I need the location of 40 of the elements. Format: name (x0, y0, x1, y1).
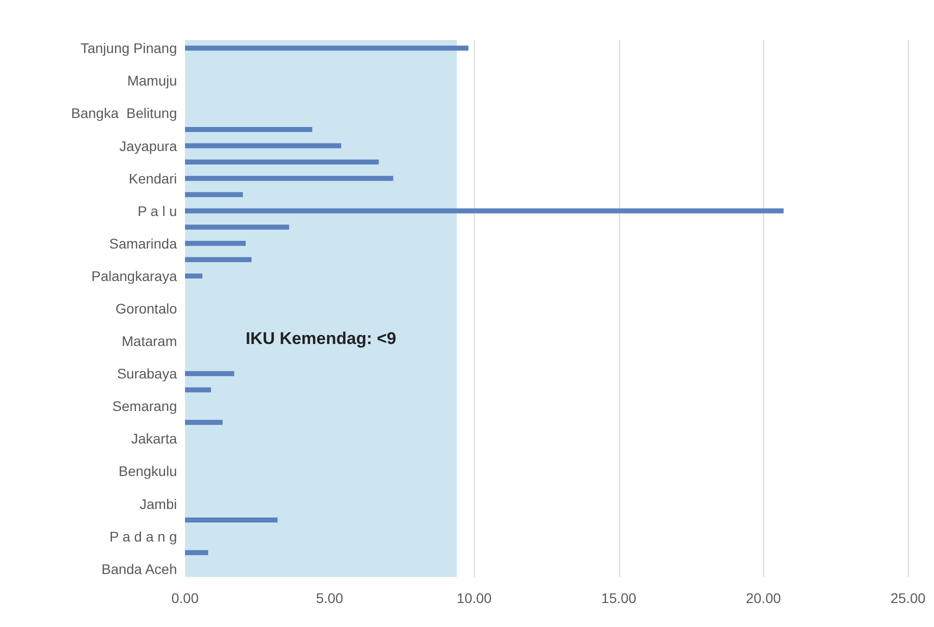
bar (185, 240, 246, 246)
y-tick-label: Tanjung Pinang (80, 40, 177, 56)
x-tick-label: 15.00 (601, 590, 637, 606)
y-tick-label: Samarinda (109, 235, 178, 252)
y-tick-label: P a l u (138, 202, 177, 219)
y-tick-label: Bengkulu (118, 463, 177, 480)
x-tick-label: 10.00 (456, 590, 492, 606)
y-tick-label: Mataram (122, 333, 177, 350)
x-tick-label: 25.00 (890, 590, 926, 606)
bar (185, 208, 784, 214)
bar (185, 371, 234, 376)
y-tick-label: Mamuju (127, 72, 177, 89)
x-tick-label: 5.00 (316, 590, 344, 606)
bar (185, 127, 312, 132)
band-label: IKU Kemendag: <9 (246, 329, 396, 348)
y-tick-label: Bangka Belitung (71, 105, 177, 122)
bar (185, 192, 243, 198)
y-tick-label: Jakarta (131, 430, 178, 447)
x-tick-label: 0.00 (171, 590, 199, 606)
bar (185, 420, 223, 425)
y-tick-label: Gorontalo (116, 300, 178, 316)
bar (185, 143, 342, 148)
y-tick-label: Palangkaraya (91, 268, 178, 284)
bar (185, 257, 252, 262)
bar (185, 160, 379, 165)
bar (185, 518, 278, 523)
bar (185, 387, 212, 392)
y-tick-label: Kendari (128, 170, 177, 186)
bar (185, 273, 202, 278)
y-tick-label: Banda Aceh (101, 560, 177, 577)
x-tick-label: 20.00 (746, 590, 782, 606)
y-tick-label: Jambi (140, 496, 177, 512)
bar (185, 46, 468, 51)
y-tick-label: P a d a n g (110, 528, 177, 544)
y-tick-label: Semarang (112, 398, 177, 414)
bar (185, 550, 208, 556)
y-tick-label: Surabaya (117, 366, 178, 382)
bar (185, 176, 394, 181)
y-tick-label: Jayapura (119, 138, 178, 154)
bar (185, 224, 290, 230)
